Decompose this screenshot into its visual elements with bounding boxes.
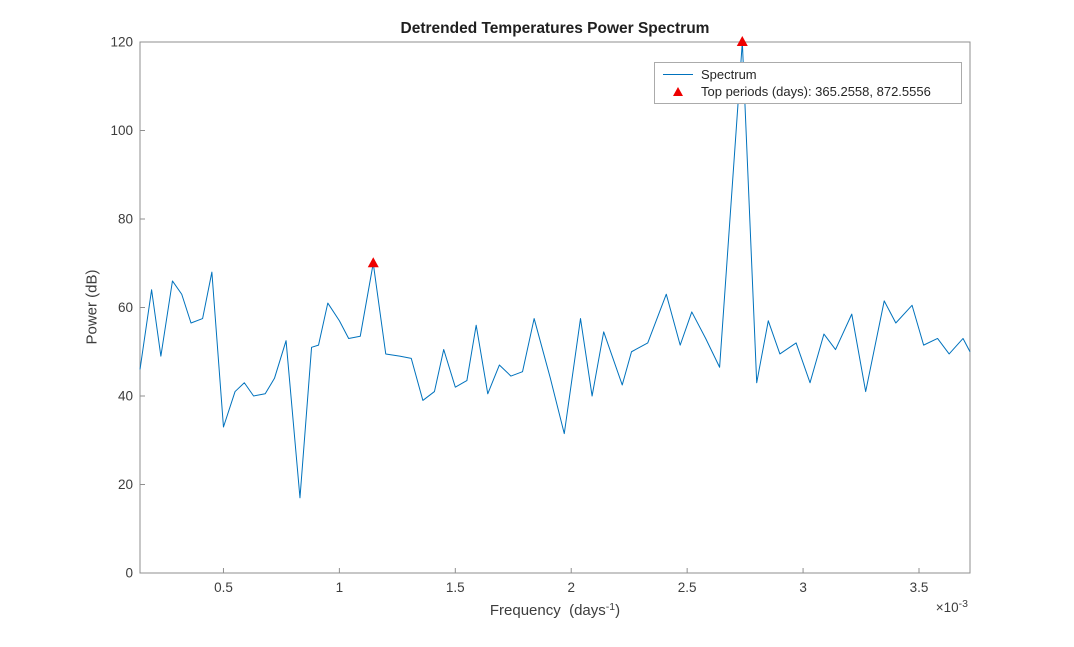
triangle-marker-icon [673,87,683,96]
spectrum-line [139,41,971,499]
x-axis-label: Frequency (days-1) [140,601,970,619]
line-swatch-icon [663,74,693,75]
y-axis-label: Power (dB) [83,269,101,345]
axes-box [139,41,971,574]
x-tick-label: 3.5 [910,580,929,595]
y-tick-label: 100 [110,123,133,138]
exponent-base: ×10 [935,600,959,615]
y-tick-label: 60 [118,300,133,315]
legend-swatch [655,74,701,75]
chart-title: Detrended Temperatures Power Spectrum [400,20,710,37]
x-tick-label: 0.5 [214,580,233,595]
y-tick-label: 20 [118,477,133,492]
peak-marker [736,36,748,46]
y-tick-label: 120 [110,35,133,50]
legend-entry-top-periods: Top periods (days): 365.2558, 872.5556 [655,83,961,100]
peak-marker [367,257,379,268]
legend-swatch [655,87,701,96]
x-tick-label: 1 [336,580,344,595]
legend-label-spectrum: Spectrum [701,67,757,82]
y-tick-label: 80 [118,212,133,227]
legend: Spectrum Top periods (days): 365.2558, 8… [654,62,962,104]
y-tick-label: 0 [125,566,133,581]
legend-entry-spectrum: Spectrum [655,66,961,83]
x-axis-exponent: ×10-3 [936,598,968,615]
x-tick-label: 1.5 [446,580,465,595]
exponent-power: -3 [958,598,968,610]
legend-label-top-periods: Top periods (days): 365.2558, 872.5556 [701,84,931,99]
x-axis-label-suffix: ) [615,602,621,619]
x-tick-label: 3 [799,580,807,595]
x-tick-label: 2 [567,580,575,595]
x-axis-label-text: Frequency (days [489,602,606,619]
x-tick-label: 2.5 [678,580,697,595]
y-tick-label: 40 [118,389,133,404]
x-axis-label-superscript: -1 [605,601,616,613]
